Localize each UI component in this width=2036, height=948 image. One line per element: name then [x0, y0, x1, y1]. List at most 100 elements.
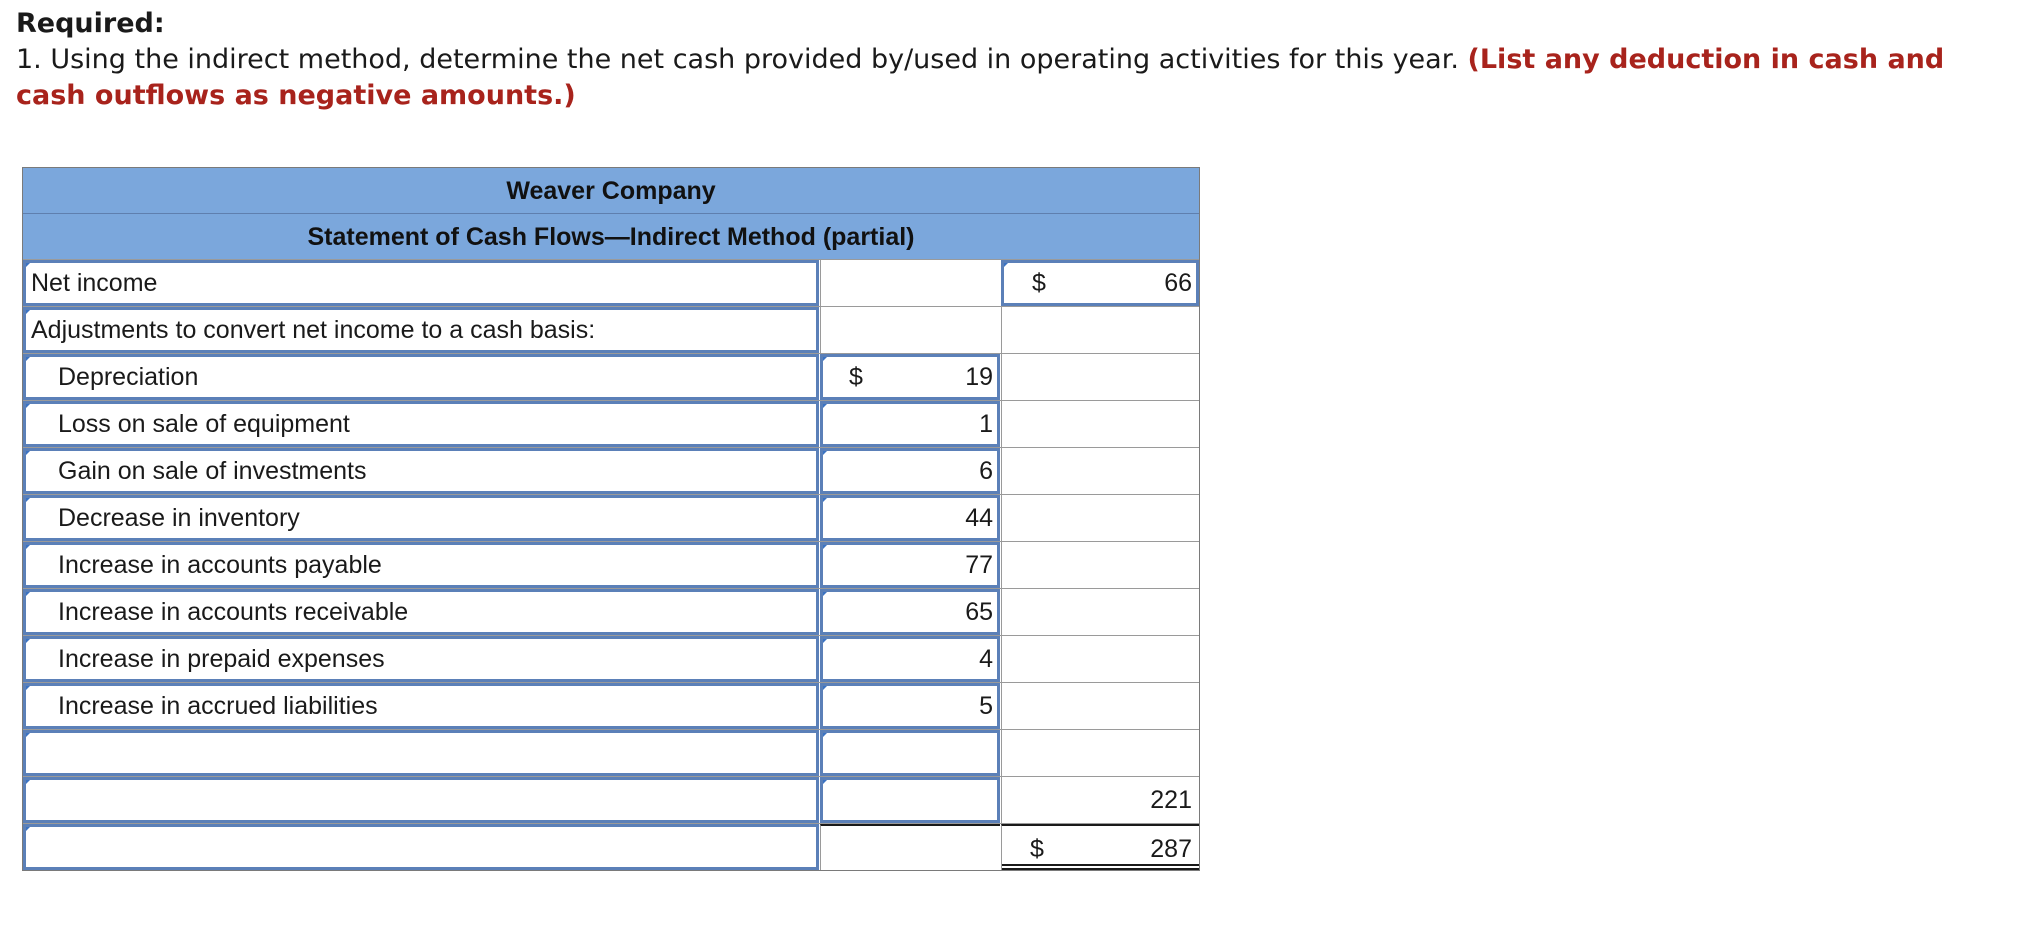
adjustment-amount: 1 [979, 410, 993, 438]
input-flag-icon [823, 592, 830, 599]
adjustment-right-cell [1001, 542, 1199, 588]
adjustment-right-cell [1001, 448, 1199, 494]
input-flag-icon [823, 357, 830, 364]
input-flag-icon [26, 451, 33, 458]
adjustment-label-field[interactable]: Depreciation [23, 354, 819, 400]
input-flag-icon [1004, 263, 1011, 270]
adjustment-right-cell [1001, 730, 1199, 776]
adjustment-amount: 4 [979, 645, 993, 673]
input-flag-icon [26, 404, 33, 411]
adjustments-right-cell [1001, 307, 1199, 353]
adjustment-label-field[interactable]: Increase in accounts payable [23, 542, 819, 588]
instructions: Required: 1. Using the indirect method, … [16, 6, 1976, 114]
adjustment-row: Gain on sale of investments 6 [23, 447, 1199, 494]
instruction-body: 1. Using the indirect method, determine … [16, 44, 1459, 75]
input-flag-icon [26, 263, 33, 270]
adjustment-amount-field[interactable] [820, 730, 1000, 776]
adjustment-row: Decrease in inventory 44 [23, 494, 1199, 541]
adjustment-label: Loss on sale of equipment [58, 410, 350, 438]
net-cash-row: $ 287 [23, 823, 1199, 870]
adjustment-label-field[interactable]: Decrease in inventory [23, 495, 819, 541]
net-cash-amount-cell: $ 287 [1001, 824, 1199, 870]
net-cash-label-field[interactable] [23, 824, 819, 870]
total-adjustments-row: 221 [23, 776, 1199, 823]
currency-symbol: $ [1032, 269, 1046, 297]
input-flag-icon [26, 639, 33, 646]
net-income-mid-cell [820, 260, 1000, 306]
adjustment-amount-field[interactable]: $ 19 [820, 354, 1000, 400]
adjustment-label: Increase in accounts receivable [58, 598, 409, 626]
adjustment-right-cell [1001, 683, 1199, 729]
total-adjustments-label-field[interactable] [23, 777, 819, 823]
input-flag-icon [26, 686, 33, 693]
adjustment-amount-field[interactable]: 1 [820, 401, 1000, 447]
input-flag-icon [823, 780, 830, 787]
input-flag-icon [26, 733, 33, 740]
adjustment-right-cell [1001, 495, 1199, 541]
adjustment-label-field[interactable]: Loss on sale of equipment [23, 401, 819, 447]
adjustment-label-field[interactable] [23, 730, 819, 776]
adjustment-label: Depreciation [58, 363, 199, 391]
adjustment-amount-field[interactable]: 6 [820, 448, 1000, 494]
adjustment-right-cell [1001, 589, 1199, 635]
total-adjustments-amount-cell: 221 [1001, 777, 1199, 823]
adjustment-amount: 19 [965, 363, 993, 391]
net-cash-mid-cell [820, 824, 1000, 870]
adjustment-row [23, 729, 1199, 776]
input-flag-icon [26, 545, 33, 552]
adjustment-label-field[interactable]: Increase in accrued liabilities [23, 683, 819, 729]
input-flag-icon [823, 451, 830, 458]
adjustment-amount: 65 [965, 598, 993, 626]
adjustment-label-field[interactable]: Gain on sale of investments [23, 448, 819, 494]
adjustment-amount-field[interactable]: 44 [820, 495, 1000, 541]
adjustment-label: Increase in accounts payable [58, 551, 382, 579]
adjustments-label-field[interactable]: Adjustments to convert net income to a c… [23, 307, 819, 353]
adjustment-right-cell [1001, 354, 1199, 400]
adjustment-amount: 5 [979, 692, 993, 720]
company-name: Weaver Company [23, 168, 1199, 213]
input-flag-icon [26, 310, 33, 317]
cash-flow-statement: Weaver Company Statement of Cash Flows—I… [22, 167, 1200, 871]
statement-title: Statement of Cash Flows—Indirect Method … [23, 213, 1199, 259]
net-income-row: Net income $ 66 [23, 259, 1199, 306]
currency-symbol: $ [849, 363, 863, 391]
adjustment-label: Increase in accrued liabilities [58, 692, 378, 720]
required-label: Required: [16, 8, 165, 39]
instruction-emphasis: (List any deduction in cash and cash out… [16, 44, 1945, 111]
adjustment-label-field[interactable]: Increase in accounts receivable [23, 589, 819, 635]
adjustment-row: Increase in prepaid expenses 4 [23, 635, 1199, 682]
instruction-text: 1. Using the indirect method, determine … [16, 42, 1976, 114]
adjustment-amount-field[interactable]: 65 [820, 589, 1000, 635]
adjustment-amount-field[interactable]: 4 [820, 636, 1000, 682]
adjustment-row: Increase in accrued liabilities 5 [23, 682, 1199, 729]
input-flag-icon [823, 639, 830, 646]
input-flag-icon [26, 592, 33, 599]
net-income-label-field[interactable]: Net income [23, 260, 819, 306]
adjustments-label: Adjustments to convert net income to a c… [31, 316, 596, 344]
adjustment-amount-field[interactable]: 77 [820, 542, 1000, 588]
adjustment-amount-field[interactable]: 5 [820, 683, 1000, 729]
total-adjustments-mid-field[interactable] [820, 777, 1000, 823]
net-income-amount-field[interactable]: $ 66 [1001, 260, 1199, 306]
adjustment-label: Decrease in inventory [58, 504, 300, 532]
adjustment-row: Depreciation $ 19 [23, 353, 1199, 400]
net-cash-amount: 287 [1150, 835, 1192, 863]
input-flag-icon [26, 357, 33, 364]
adjustments-header-row: Adjustments to convert net income to a c… [23, 306, 1199, 353]
adjustment-amount: 6 [979, 457, 993, 485]
adjustment-row: Loss on sale of equipment 1 [23, 400, 1199, 447]
adjustment-label-field[interactable]: Increase in prepaid expenses [23, 636, 819, 682]
input-flag-icon [26, 827, 33, 834]
net-income-label: Net income [31, 269, 158, 297]
adjustment-amount: 44 [965, 504, 993, 532]
input-flag-icon [823, 733, 830, 740]
input-flag-icon [823, 545, 830, 552]
adjustment-right-cell [1001, 636, 1199, 682]
adjustment-label: Increase in prepaid expenses [58, 645, 385, 673]
currency-symbol: $ [1030, 835, 1044, 863]
input-flag-icon [26, 498, 33, 505]
input-flag-icon [823, 686, 830, 693]
adjustment-row: Increase in accounts payable 77 [23, 541, 1199, 588]
total-adjustments-amount: 221 [1150, 786, 1192, 814]
input-flag-icon [823, 404, 830, 411]
